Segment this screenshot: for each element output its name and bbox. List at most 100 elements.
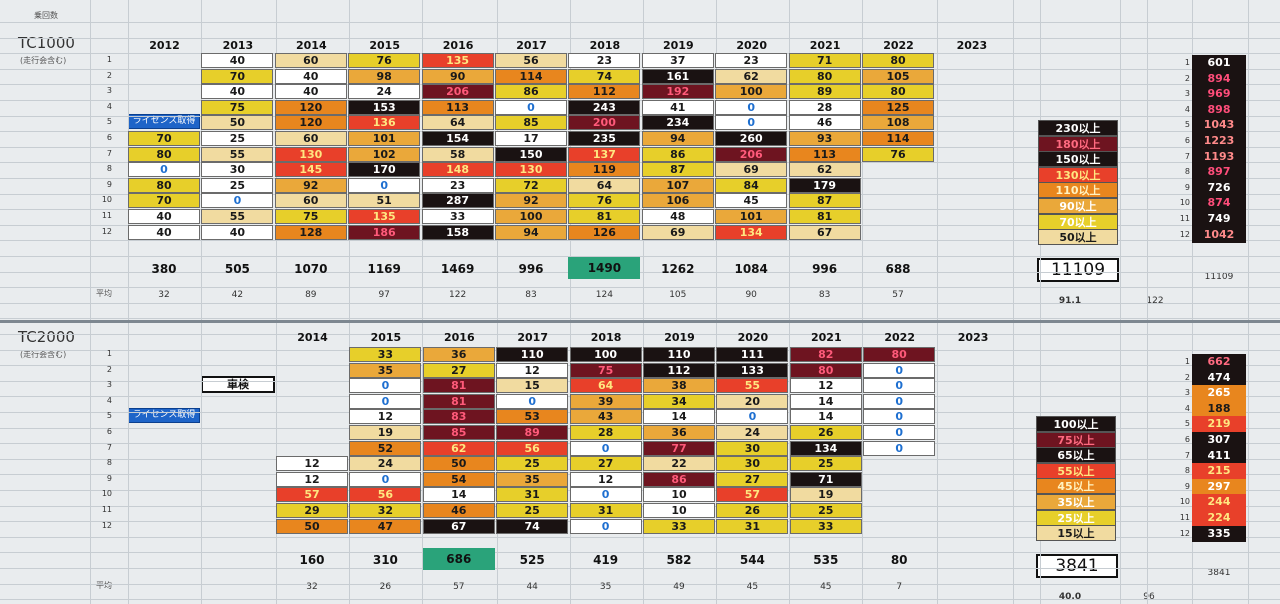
month-total: 897 <box>1192 164 1246 181</box>
data-cell: 60 <box>274 131 347 146</box>
data-cell: 45 <box>715 193 788 209</box>
grid-line <box>0 599 1280 600</box>
data-cell: 134 <box>715 224 788 240</box>
data-cell: 0 <box>201 193 274 209</box>
data-cell: 192 <box>641 84 714 100</box>
row-number: 4 <box>106 101 112 111</box>
data-cell: 186 <box>348 224 421 240</box>
data-cell: 55 <box>201 146 274 162</box>
data-cell: 113 <box>788 146 861 162</box>
year-total: 535 <box>813 553 839 567</box>
year-average: 122 <box>449 290 467 300</box>
month-total: 874 <box>1192 195 1246 212</box>
data-cell: 243 <box>568 99 641 115</box>
grid-line <box>422 0 423 604</box>
side-row-number: 9 <box>1184 182 1190 192</box>
data-cell: 71 <box>789 471 862 487</box>
data-cell: 24 <box>716 425 789 440</box>
year-header-2019: 2019 <box>662 39 694 52</box>
side-row-number: 11 <box>1179 513 1190 522</box>
data-cell: 33 <box>789 518 862 534</box>
side-row-number: 9 <box>1184 481 1190 491</box>
data-cell: 22 <box>643 456 715 472</box>
section2-grand-avg2: 96 <box>1143 592 1155 602</box>
data-cell: 12 <box>789 378 862 394</box>
data-cell: 87 <box>641 162 714 178</box>
data-cell: 57 <box>716 487 789 503</box>
month-total: 1042 <box>1192 226 1246 243</box>
data-cell: 75 <box>201 99 274 115</box>
section1-grand-total: 11109 <box>1037 258 1119 282</box>
data-cell: 153 <box>348 99 421 115</box>
grid-line <box>349 0 350 604</box>
data-cell: 126 <box>568 224 641 240</box>
data-cell: 206 <box>715 146 788 162</box>
data-cell: 48 <box>641 209 714 224</box>
data-cell: 108 <box>862 115 934 131</box>
year-average: 105 <box>669 290 687 300</box>
year-total: 505 <box>224 262 250 276</box>
side-row-number: 6 <box>1184 136 1190 145</box>
data-cell: 86 <box>641 146 714 162</box>
data-cell: 137 <box>568 146 641 162</box>
data-cell: 130 <box>495 162 567 178</box>
legend-item: 90以上 <box>1038 198 1118 214</box>
data-cell: 87 <box>788 193 861 209</box>
data-cell: 76 <box>862 146 934 162</box>
row-number: 5 <box>106 411 112 421</box>
data-cell: 0 <box>349 393 422 409</box>
year-header-2018: 2018 <box>590 331 622 344</box>
data-cell: 70 <box>201 68 274 84</box>
data-cell: 86 <box>643 471 715 487</box>
license-badge-2: ライセンス取得 <box>128 408 200 423</box>
year-average: 42 <box>231 290 244 300</box>
grid-line <box>0 287 1280 288</box>
data-cell: 70 <box>128 131 200 146</box>
year-total: 1169 <box>367 262 401 276</box>
data-cell: 154 <box>421 131 494 146</box>
grid-line <box>0 568 1280 569</box>
data-cell: 30 <box>201 162 274 178</box>
row-number: 2 <box>106 70 112 80</box>
data-cell: 260 <box>715 131 788 146</box>
data-cell: 89 <box>496 425 569 440</box>
data-cell: 84 <box>715 177 788 193</box>
section2-grand-avg: 40.0 <box>1058 592 1082 602</box>
section1-avg-label: 平均 <box>96 289 112 298</box>
legend-item: 25以上 <box>1036 509 1116 526</box>
grid-line <box>497 0 498 604</box>
grid-line <box>1192 0 1193 604</box>
year-header-2017: 2017 <box>517 331 548 344</box>
data-cell: 125 <box>862 99 934 115</box>
data-cell: 75 <box>274 209 347 224</box>
data-cell: 110 <box>643 347 715 362</box>
data-cell: 14 <box>789 393 862 409</box>
month-total: 411 <box>1192 447 1246 464</box>
data-cell: 83 <box>422 409 495 425</box>
data-cell: 55 <box>716 378 789 394</box>
grid-line <box>570 0 571 604</box>
section2-subtitle: (走行会含む) <box>20 350 67 359</box>
year-header-2021: 2021 <box>810 331 842 344</box>
data-cell: 14 <box>643 409 715 425</box>
data-cell: 25 <box>201 177 274 193</box>
grid-line <box>716 0 717 604</box>
data-cell: 53 <box>496 409 569 425</box>
data-cell: 80 <box>789 362 862 378</box>
row-number: 12 <box>101 226 112 236</box>
year-header-2022: 2022 <box>884 331 915 344</box>
data-cell: 69 <box>641 224 714 240</box>
year-total: 1084 <box>734 262 768 276</box>
month-total: 601 <box>1192 55 1246 71</box>
data-cell: 136 <box>348 115 421 131</box>
data-cell: 62 <box>715 68 788 84</box>
data-cell: 28 <box>788 99 861 115</box>
month-total: 219 <box>1192 416 1246 433</box>
row-number: 3 <box>106 380 112 390</box>
side-row-number: 4 <box>1184 403 1190 413</box>
row-number: 9 <box>106 473 112 483</box>
year-average: 83 <box>818 290 831 300</box>
year-average: 45 <box>820 582 832 592</box>
data-cell: 100 <box>569 347 642 362</box>
